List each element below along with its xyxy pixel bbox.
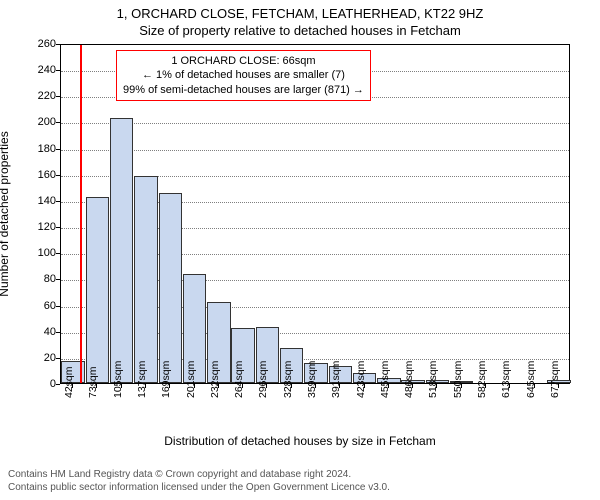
histogram-chart: 1, ORCHARD CLOSE, FETCHAM, LEATHERHEAD, … xyxy=(0,0,600,500)
gridline xyxy=(61,123,569,124)
y-tick-label: 40 xyxy=(26,326,56,338)
y-tick-mark xyxy=(56,279,60,280)
y-tick-label: 180 xyxy=(26,143,56,155)
y-tick-mark xyxy=(56,253,60,254)
y-tick-mark xyxy=(56,358,60,359)
chart-title-line1: 1, ORCHARD CLOSE, FETCHAM, LEATHERHEAD, … xyxy=(0,0,600,21)
chart-title-line2: Size of property relative to detached ho… xyxy=(0,21,600,38)
histogram-bar xyxy=(86,197,109,383)
y-axis-label: Number of detached properties xyxy=(0,131,11,296)
annotation-box: 1 ORCHARD CLOSE: 66sqm ← 1% of detached … xyxy=(116,50,371,101)
annotation-line3: 99% of semi-detached houses are larger (… xyxy=(123,83,364,97)
footer-line2: Contains public sector information licen… xyxy=(8,482,390,495)
x-axis-label: Distribution of detached houses by size … xyxy=(0,434,600,448)
y-tick-mark xyxy=(56,175,60,176)
y-tick-label: 220 xyxy=(26,90,56,102)
y-tick-label: 120 xyxy=(26,221,56,233)
y-tick-label: 200 xyxy=(26,116,56,128)
gridline xyxy=(61,150,569,151)
y-tick-mark xyxy=(56,96,60,97)
y-tick-mark xyxy=(56,201,60,202)
y-tick-label: 160 xyxy=(26,169,56,181)
footer-text: Contains HM Land Registry data © Crown c… xyxy=(8,469,390,494)
y-tick-label: 260 xyxy=(26,38,56,50)
y-tick-mark xyxy=(56,122,60,123)
histogram-bar xyxy=(159,193,182,383)
y-tick-label: 20 xyxy=(26,352,56,364)
y-tick-mark xyxy=(56,332,60,333)
y-tick-label: 0 xyxy=(26,378,56,390)
y-tick-mark xyxy=(56,306,60,307)
y-tick-label: 100 xyxy=(26,247,56,259)
footer-line1: Contains HM Land Registry data © Crown c… xyxy=(8,469,390,482)
y-tick-mark xyxy=(56,227,60,228)
reference-line xyxy=(80,45,82,383)
y-tick-label: 240 xyxy=(26,64,56,76)
y-tick-label: 140 xyxy=(26,195,56,207)
y-tick-label: 80 xyxy=(26,273,56,285)
histogram-bar xyxy=(134,176,157,383)
y-tick-mark xyxy=(56,149,60,150)
y-tick-mark xyxy=(56,70,60,71)
annotation-line1: 1 ORCHARD CLOSE: 66sqm xyxy=(123,54,364,68)
y-tick-label: 60 xyxy=(26,300,56,312)
y-tick-mark xyxy=(56,384,60,385)
y-tick-mark xyxy=(56,44,60,45)
histogram-bar xyxy=(110,118,133,383)
annotation-line2: ← 1% of detached houses are smaller (7) xyxy=(123,68,364,82)
